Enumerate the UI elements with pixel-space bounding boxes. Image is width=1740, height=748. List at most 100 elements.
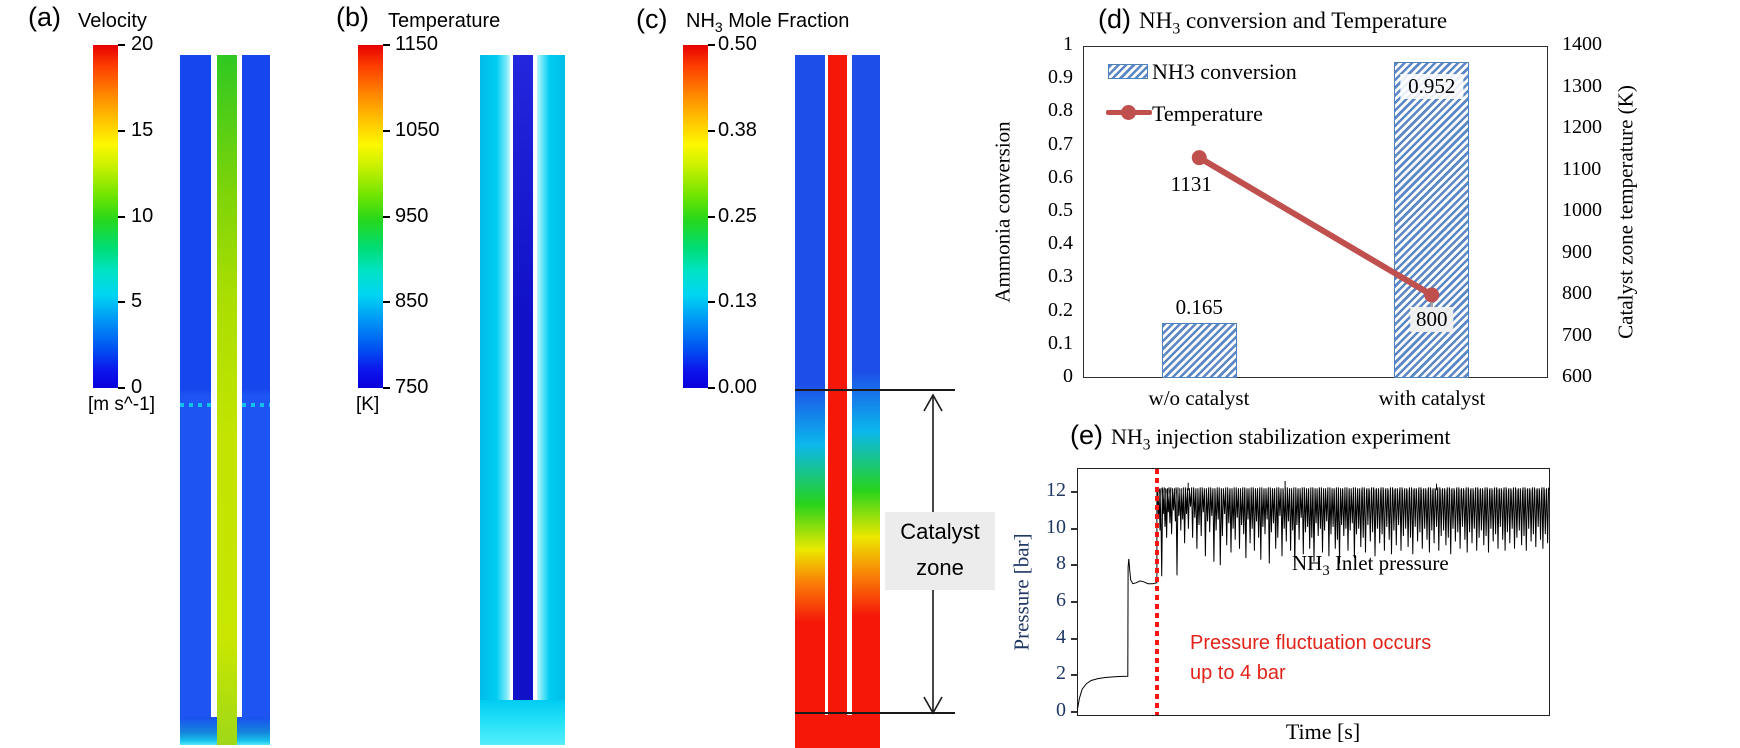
e-y-tick-mark <box>1071 711 1077 713</box>
d-temperature-line <box>1191 150 1440 319</box>
d-legend-bar-swatch <box>1108 64 1148 79</box>
d-bar-label-1: 0.165 <box>1175 295 1223 320</box>
e-series-label: NH3 Inlet pressure <box>1292 551 1449 580</box>
d-left-tick-label: 0.4 <box>1048 232 1073 255</box>
velocity-colorbar-tick-mark <box>118 44 125 46</box>
d-line-label-2: 800 <box>1410 307 1454 332</box>
temperature-colorbar-tick-mark <box>383 44 390 46</box>
velocity-core-jet <box>217 55 237 745</box>
panel-b-label: (b) <box>336 2 369 32</box>
d-bar-1 <box>1161 323 1237 378</box>
e-annotation-line1: Pressure fluctuation occurs <box>1190 632 1432 654</box>
d-right-tick-label: 1400 <box>1562 33 1602 55</box>
nh3-colorbar-tick-mark <box>708 301 715 304</box>
panel-d-header: (d) NH3 conversion and Temperature <box>1098 4 1447 39</box>
temperature-colorbar-tick-label: 850 <box>395 290 429 313</box>
e-y-tick-label: 4 <box>1056 625 1066 648</box>
panel-a-title: Velocity <box>78 10 147 32</box>
velocity-right-band <box>242 55 270 717</box>
d-bar-2 <box>1394 61 1470 378</box>
d-left-tick-label: 0.1 <box>1048 331 1073 354</box>
catalyst-zone-label-line1: Catalyst <box>900 519 980 544</box>
velocity-colorbar-tick-label: 20 <box>131 33 154 55</box>
e-y-tick-mark <box>1071 527 1077 530</box>
d-category-label-2: with catalyst <box>1378 386 1486 410</box>
temperature-colorbar-tick-mark <box>383 387 390 389</box>
d-legend-bar-label: NH3 conversion <box>1152 59 1297 84</box>
nh3-colorbar-tick-mark <box>708 129 715 132</box>
nh3-left-band <box>795 55 825 715</box>
e-y-tick-mark <box>1071 601 1077 603</box>
d-right-tick-label: 1200 <box>1562 116 1602 138</box>
d-line-label-1: 1131 <box>1170 171 1212 196</box>
d-left-tick-label: 0.7 <box>1048 132 1073 155</box>
panel-e-title: NH3 injection stabilization experiment <box>1111 424 1451 454</box>
panel-d-title: NH3 conversion and Temperature <box>1139 8 1448 38</box>
e-y-tick-label: 10 <box>1046 515 1066 538</box>
d-category-label-1: w/o catalyst <box>1148 386 1250 410</box>
nh3-colorbar-tick-label: 0.50 <box>718 33 757 55</box>
nh3-colorbar <box>683 45 708 388</box>
d-left-tick-label: 0.3 <box>1048 265 1073 288</box>
d-left-tick-label: 0.2 <box>1048 298 1073 321</box>
temperature-colorbar-tick-mark <box>383 215 390 218</box>
velocity-colorbar <box>93 45 118 388</box>
temperature-contour <box>480 55 565 745</box>
panel-b-unit: [K] <box>356 394 380 415</box>
d-left-tick-label: 0.8 <box>1048 99 1073 122</box>
catalyst-zone-top-line <box>795 389 955 391</box>
temperature-colorbar-tick-label: 750 <box>395 376 429 398</box>
temperature-colorbar-tick-mark <box>383 129 390 132</box>
nh3-colorbar-tick-label: 0.38 <box>718 118 757 141</box>
velocity-colorbar-tick-label: 10 <box>131 204 154 227</box>
d-right-tick-label: 900 <box>1562 240 1592 263</box>
nh3-right-band <box>852 55 880 715</box>
d-left-tick-label: 0.5 <box>1048 199 1073 221</box>
e-y-tick-label: 0 <box>1056 699 1066 721</box>
panel-c-title: NH3 Mole Fraction <box>686 10 850 35</box>
e-annotation: Pressure fluctuation occurs up to 4 bar <box>1190 628 1431 688</box>
e-y-tick-label: 8 <box>1056 552 1066 575</box>
temperature-colorbar-tick-label: 1050 <box>395 118 440 141</box>
temperature-footer <box>480 700 565 745</box>
catalyst-zone-label: Catalyst zone <box>885 512 995 590</box>
velocity-colorbar-tick-label: 15 <box>131 118 154 141</box>
nh3-colorbar-tick-label: 0.13 <box>718 290 757 313</box>
e-y-tick-label: 6 <box>1056 589 1066 611</box>
d-right-tick-label: 600 <box>1562 365 1592 387</box>
velocity-colorbar-tick-mark <box>118 129 125 132</box>
velocity-contour <box>180 55 270 745</box>
d-legend-line-label: Temperature <box>1152 101 1263 126</box>
d-bar-label-2: 0.952 <box>1400 73 1464 99</box>
e-y-tick-mark <box>1071 674 1077 677</box>
d-left-tick-label: 0 <box>1063 365 1073 387</box>
e-x-axis-title: Time [s] <box>1285 719 1361 744</box>
d-left-axis-title: Ammonia conversion <box>990 121 1015 303</box>
velocity-left-band <box>180 55 211 717</box>
d-left-tick-label: 1 <box>1063 33 1073 55</box>
temperature-left-band <box>480 55 510 700</box>
velocity-transition-right <box>242 403 270 407</box>
nh3-contour <box>795 55 880 748</box>
e-plot-area <box>1077 468 1550 716</box>
d-left-tick-label: 0.9 <box>1048 66 1073 89</box>
panel-c-label: (c) <box>636 4 668 34</box>
d-right-axis-title: Catalyst zone temperature (K) <box>1613 85 1638 339</box>
temperature-colorbar-tick-mark <box>383 301 390 304</box>
temperature-colorbar-tick-label: 950 <box>395 204 429 227</box>
e-injection-start-marker <box>1155 469 1159 715</box>
nh3-colorbar-tick-mark <box>708 215 715 218</box>
panel-e-header: (e) NH3 injection stabilization experime… <box>1070 420 1450 454</box>
velocity-colorbar-tick-mark <box>118 387 125 389</box>
panel-a-unit: [m s^-1] <box>88 394 155 415</box>
panel-a-label: (a) <box>28 2 61 32</box>
velocity-colorbar-tick-mark <box>118 215 125 218</box>
d-right-tick-label: 1300 <box>1562 74 1602 97</box>
velocity-transition-left <box>180 403 211 407</box>
panel-e-label: (e) <box>1070 420 1103 450</box>
d-right-tick-label: 1000 <box>1562 199 1602 221</box>
panel-b-title: Temperature <box>388 10 501 32</box>
d-right-tick-label: 700 <box>1562 323 1592 346</box>
d-plot-area <box>1083 46 1548 378</box>
